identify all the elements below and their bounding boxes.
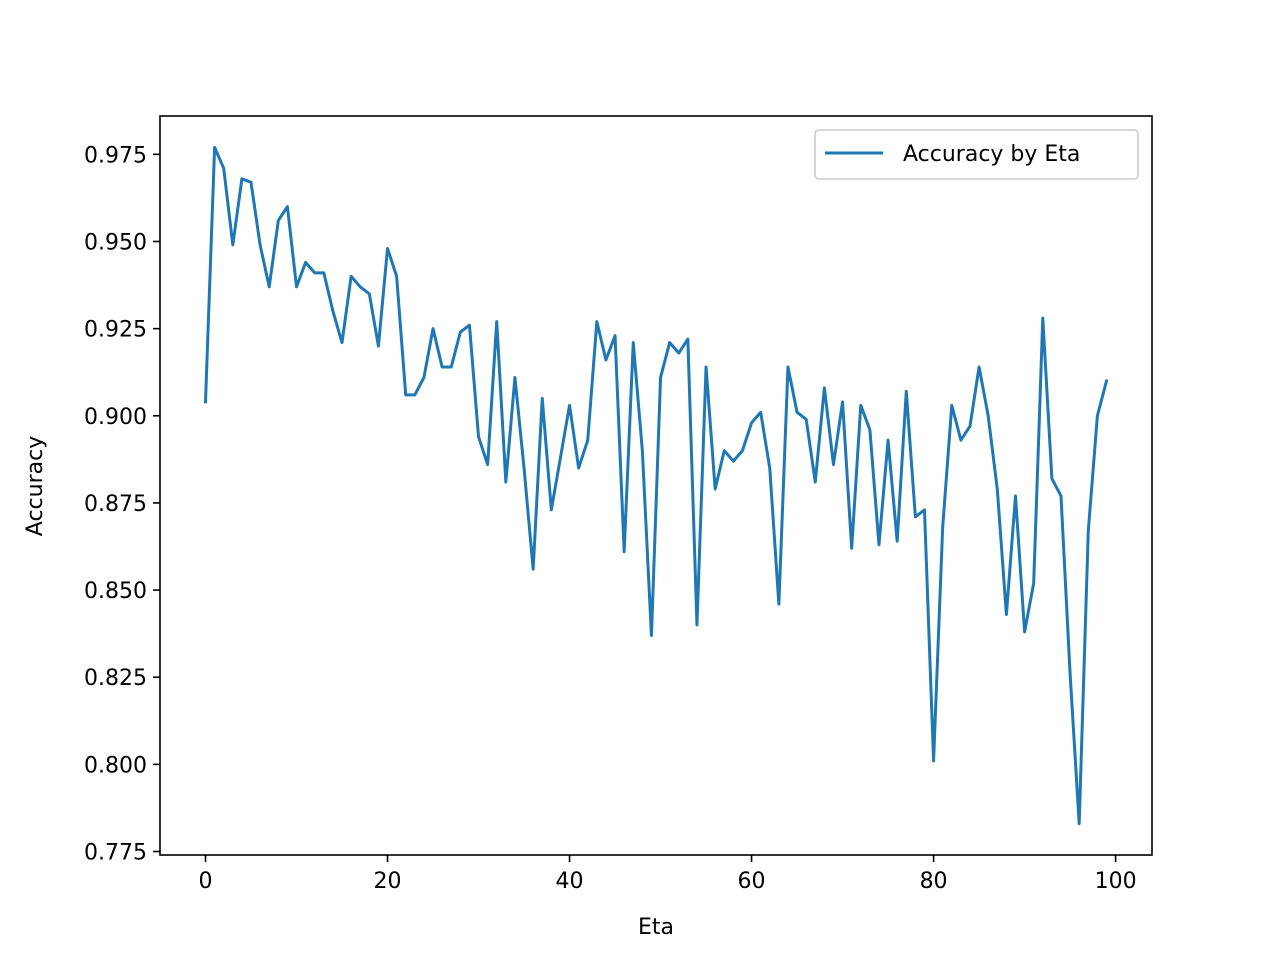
legend-label: Accuracy by Eta xyxy=(903,142,1080,167)
y-tick-label: 0.900 xyxy=(84,405,147,430)
y-tick-label: 0.800 xyxy=(84,753,147,778)
y-tick-label: 0.925 xyxy=(84,318,147,343)
y-tick-label: 0.875 xyxy=(84,492,147,517)
x-tick-label: 100 xyxy=(1095,869,1137,894)
x-axis-label: Eta xyxy=(638,915,674,940)
x-tick-label: 40 xyxy=(556,869,584,894)
x-tick-label: 20 xyxy=(374,869,402,894)
y-tick-label: 0.850 xyxy=(84,579,147,604)
legend: Accuracy by Eta xyxy=(815,130,1138,179)
x-tick-label: 80 xyxy=(920,869,948,894)
x-tick-label: 60 xyxy=(738,869,766,894)
x-tick-label: 0 xyxy=(199,869,213,894)
y-axis-label: Accuracy xyxy=(23,436,48,536)
y-tick-label: 0.775 xyxy=(84,841,147,866)
y-tick-label: 0.825 xyxy=(84,666,147,691)
y-tick-label: 0.950 xyxy=(84,230,147,255)
y-tick-label: 0.975 xyxy=(84,143,147,168)
